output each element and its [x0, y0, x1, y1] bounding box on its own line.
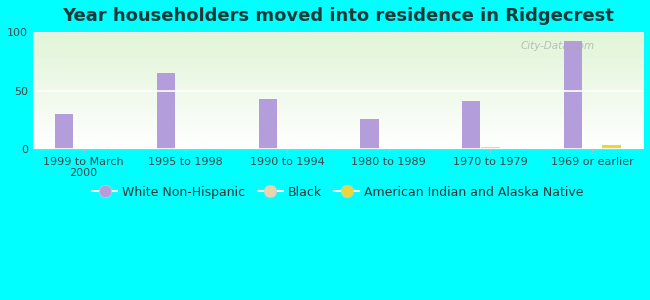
Bar — [462, 101, 480, 149]
Bar — [564, 41, 582, 149]
Text: City-Data.com: City-Data.com — [521, 41, 595, 51]
Bar — [482, 147, 500, 149]
Bar — [157, 73, 176, 149]
Bar — [259, 99, 277, 149]
Title: Year householders moved into residence in Ridgecrest: Year householders moved into residence i… — [62, 7, 614, 25]
Bar — [603, 145, 621, 149]
Bar — [55, 114, 73, 149]
Bar — [360, 119, 378, 149]
Legend: White Non-Hispanic, Black, American Indian and Alaska Native: White Non-Hispanic, Black, American Indi… — [87, 181, 589, 204]
